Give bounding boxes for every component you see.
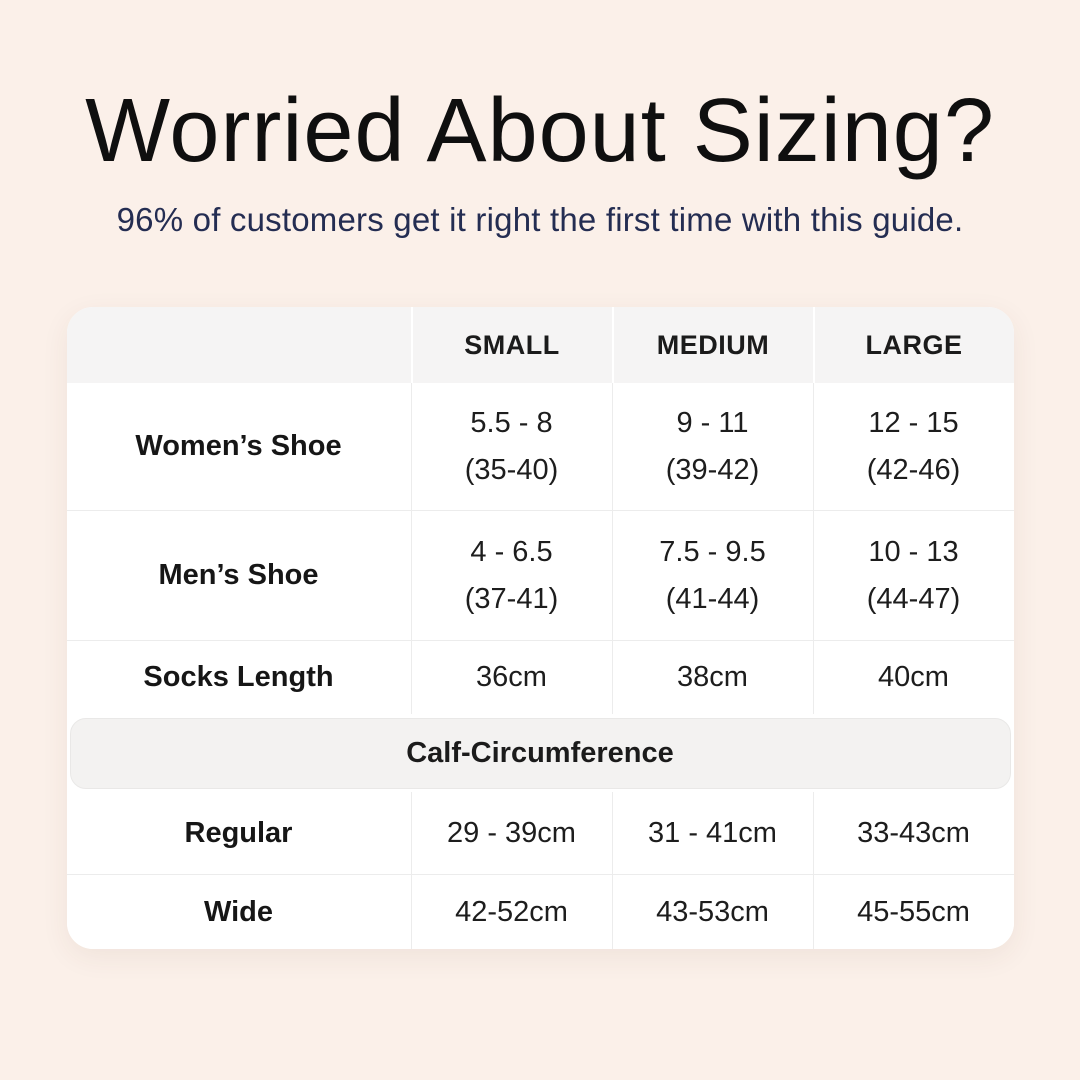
value-cell: 12 - 15 (42-46)	[812, 383, 1014, 510]
value-cell: 9 - 11 (39-42)	[611, 383, 813, 510]
value-range: 9 - 11	[676, 406, 749, 439]
value-cell: 33-43cm	[812, 792, 1014, 874]
table-header-spacer	[67, 307, 411, 383]
size-table-card: SMALL MEDIUM LARGE Women’s Shoe 5.5 - 8 …	[66, 307, 1014, 949]
row-label: Socks Length	[143, 661, 334, 693]
row-label: Regular	[184, 816, 293, 849]
row-label: Men’s Shoe	[158, 559, 319, 591]
value-eu: (41-44)	[665, 582, 760, 615]
value-range: 5.5 - 8	[470, 406, 553, 439]
page-subtitle: 96% of customers get it right the first …	[116, 201, 964, 238]
value-cell: 7.5 - 9.5 (41-44)	[611, 511, 813, 640]
table-row-mens-shoe: Men’s Shoe 4 - 6.5 (37-41) 7.5 - 9.5 (41…	[66, 510, 1014, 640]
value-cell: 42-52cm	[410, 875, 612, 949]
value-eu: (35-40)	[464, 453, 559, 486]
table-row-regular: Regular 29 - 39cm 31 - 41cm 33-43cm	[66, 792, 1014, 874]
table-header-row: SMALL MEDIUM LARGE	[66, 307, 1014, 383]
page-title: Worried About Sizing?	[85, 81, 995, 181]
section-band-wrap: Calf-Circumference	[66, 714, 1014, 792]
row-label: Women’s Shoe	[135, 430, 342, 462]
value-cell: 40cm	[812, 641, 1014, 714]
value-cell: 10 - 13 (44-47)	[812, 511, 1014, 640]
value-cell: 31 - 41cm	[611, 792, 813, 874]
table-row-wide: Wide 42-52cm 43-53cm 45-55cm	[66, 874, 1014, 949]
value-range: 10 - 13	[868, 535, 959, 568]
value-eu: (42-46)	[866, 453, 961, 486]
value-eu: (39-42)	[665, 453, 760, 486]
column-header-large: LARGE	[812, 307, 1014, 383]
value-eu: (37-41)	[464, 582, 559, 615]
column-header-medium: MEDIUM	[611, 307, 813, 383]
value-range: 7.5 - 9.5	[659, 535, 766, 568]
value-cell: 4 - 6.5 (37-41)	[410, 511, 612, 640]
value-eu: (44-47)	[866, 582, 961, 615]
value-cell: 5.5 - 8 (35-40)	[410, 383, 612, 510]
table-row-womens-shoe: Women’s Shoe 5.5 - 8 (35-40) 9 - 11 (39-…	[66, 383, 1014, 510]
section-header-calf-circumference: Calf-Circumference	[69, 718, 1011, 789]
table-row-socks-length: Socks Length 36cm 38cm 40cm	[66, 640, 1014, 714]
value-range: 4 - 6.5	[470, 535, 553, 568]
value-range: 12 - 15	[868, 406, 959, 439]
value-cell: 38cm	[611, 641, 813, 714]
value-cell: 29 - 39cm	[410, 792, 612, 874]
column-header-small: SMALL	[410, 307, 612, 383]
value-cell: 43-53cm	[611, 875, 813, 949]
row-label: Wide	[203, 895, 274, 928]
value-cell: 36cm	[410, 641, 612, 714]
value-cell: 45-55cm	[812, 875, 1014, 949]
